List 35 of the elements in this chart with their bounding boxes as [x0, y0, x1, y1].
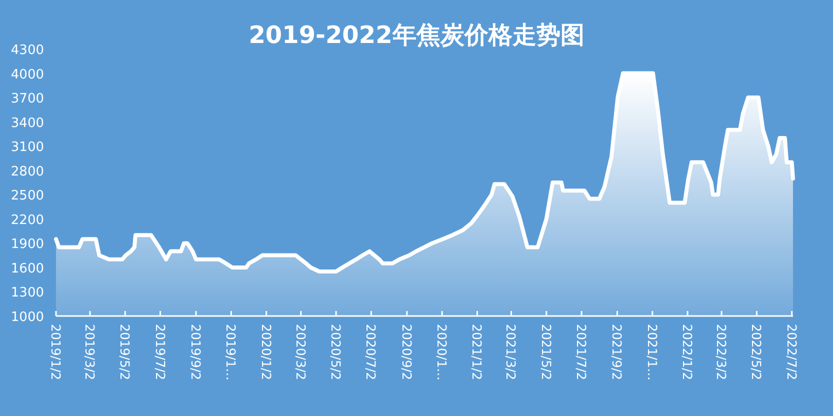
- x-tick-label: 2020/3/2: [293, 324, 308, 380]
- x-tick-label: 2021/3/2: [504, 324, 519, 380]
- x-tick-label: 2021/1…: [644, 324, 660, 380]
- x-tick-label: 2022/7/2: [784, 324, 800, 380]
- y-tick-label: 1000: [10, 310, 44, 325]
- x-tick-label: 2019/3/2: [82, 324, 98, 380]
- x-tick-label: 2022/1/2: [680, 324, 696, 380]
- x-tick-label: 2020/9/2: [399, 324, 414, 380]
- y-tick-label: 2800: [10, 164, 44, 180]
- y-tick-label: 4000: [10, 67, 44, 82]
- x-tick-label: 2021/9/2: [610, 324, 625, 380]
- x-tick-label: 2019/5/2: [118, 324, 133, 380]
- y-tick-label: 3400: [10, 116, 44, 131]
- y-tick-label: 4300: [10, 43, 44, 58]
- y-tick-label: 2500: [10, 188, 44, 204]
- y-tick-label: 1900: [10, 237, 44, 252]
- x-tick-label: 2019/7/2: [152, 324, 168, 380]
- x-tick-label: 2022/5/2: [749, 324, 764, 380]
- chart-title: 2019-2022年焦炭价格走势图: [248, 21, 584, 49]
- y-tick-label: 2200: [10, 212, 44, 228]
- x-tick-label: 2021/5/2: [538, 324, 554, 380]
- x-tick-label: 2019/1/2: [48, 324, 64, 380]
- x-tick-label: 2022/3/2: [714, 324, 730, 380]
- x-tick-label: 2021/1/2: [470, 324, 485, 380]
- x-tick-label: 2021/7/2: [574, 324, 590, 380]
- y-tick-label: 3700: [10, 92, 44, 107]
- x-tick-label: 2020/1…: [434, 324, 450, 380]
- x-tick-label: 2019/9/2: [188, 324, 204, 380]
- y-tick-label: 1600: [10, 261, 44, 276]
- y-tick-label: 1300: [10, 286, 44, 301]
- x-tick-label: 2019/1…: [224, 324, 239, 380]
- y-tick-label: 3100: [10, 140, 44, 156]
- x-tick-label: 2020/1/2: [258, 324, 274, 380]
- x-tick-label: 2020/7/2: [364, 324, 379, 380]
- x-tick-label: 2020/5/2: [328, 324, 344, 380]
